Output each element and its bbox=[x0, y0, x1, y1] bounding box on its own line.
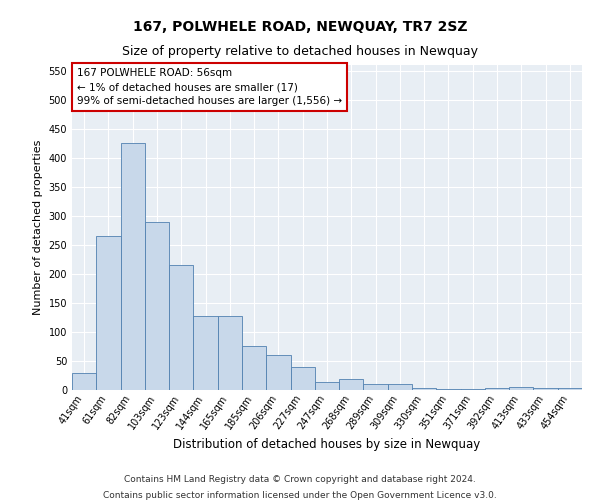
Bar bbox=[218, 316, 242, 390]
Bar bbox=[242, 346, 266, 390]
Bar bbox=[412, 388, 436, 390]
Bar bbox=[266, 355, 290, 390]
Bar bbox=[96, 236, 121, 390]
Bar bbox=[509, 387, 533, 390]
Bar bbox=[558, 388, 582, 390]
Text: Contains HM Land Registry data © Crown copyright and database right 2024.: Contains HM Land Registry data © Crown c… bbox=[124, 476, 476, 484]
Bar bbox=[461, 389, 485, 390]
Bar bbox=[145, 222, 169, 390]
Bar bbox=[193, 316, 218, 390]
Text: 167 POLWHELE ROAD: 56sqm
← 1% of detached houses are smaller (17)
99% of semi-de: 167 POLWHELE ROAD: 56sqm ← 1% of detache… bbox=[77, 68, 342, 106]
Text: Size of property relative to detached houses in Newquay: Size of property relative to detached ho… bbox=[122, 45, 478, 58]
Bar bbox=[315, 382, 339, 390]
Bar bbox=[485, 388, 509, 390]
Bar bbox=[290, 367, 315, 390]
Bar bbox=[72, 372, 96, 390]
Bar bbox=[436, 389, 461, 390]
Y-axis label: Number of detached properties: Number of detached properties bbox=[33, 140, 43, 315]
Bar bbox=[388, 384, 412, 390]
Text: 167, POLWHELE ROAD, NEWQUAY, TR7 2SZ: 167, POLWHELE ROAD, NEWQUAY, TR7 2SZ bbox=[133, 20, 467, 34]
Bar bbox=[533, 388, 558, 390]
X-axis label: Distribution of detached houses by size in Newquay: Distribution of detached houses by size … bbox=[173, 438, 481, 451]
Bar bbox=[339, 379, 364, 390]
Text: Contains public sector information licensed under the Open Government Licence v3: Contains public sector information licen… bbox=[103, 490, 497, 500]
Bar bbox=[364, 384, 388, 390]
Bar bbox=[121, 144, 145, 390]
Bar bbox=[169, 265, 193, 390]
